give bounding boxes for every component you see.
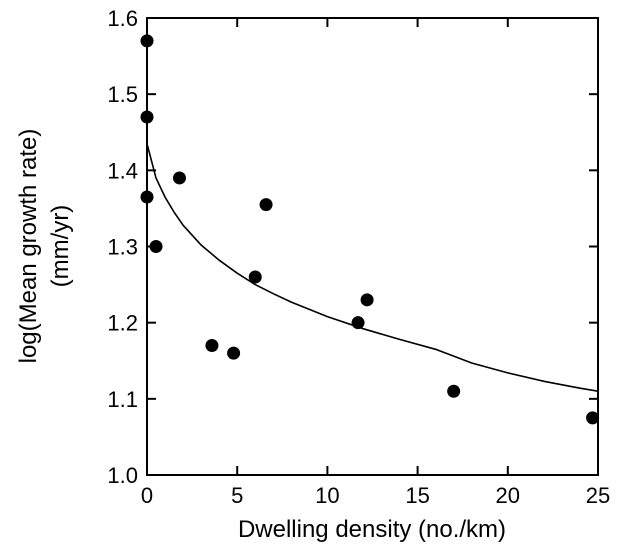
data-point	[140, 34, 154, 48]
y-tick-label: 1.2	[107, 311, 138, 336]
x-axis-label: Dwelling density (no./km)	[238, 516, 506, 543]
x-tick-label: 15	[405, 483, 429, 508]
y-tick-label: 1.1	[107, 387, 138, 412]
data-point	[259, 198, 273, 212]
y-tick-label: 1.0	[107, 463, 138, 488]
data-point	[360, 293, 374, 307]
data-point	[140, 190, 154, 204]
x-axis: 0 5 10 15 20 25	[141, 18, 610, 508]
x-tick-label: 25	[586, 483, 610, 508]
y-tick-label: 1.6	[107, 6, 138, 31]
data-points	[140, 34, 600, 425]
x-tick-label: 10	[315, 483, 339, 508]
data-point	[149, 240, 163, 253]
data-point	[172, 171, 186, 185]
plot-frame	[146, 17, 599, 476]
data-point	[447, 384, 461, 398]
y-tick-label: 1.3	[107, 235, 138, 260]
x-tick-label: 20	[496, 483, 520, 508]
y-axis-label-line1: log(Mean growth rate)	[15, 129, 42, 364]
data-point	[248, 270, 262, 284]
data-point	[586, 411, 600, 425]
x-tick-label: 0	[141, 483, 153, 508]
y-tick-label: 1.4	[107, 158, 138, 183]
data-point	[227, 346, 241, 360]
fit-curve	[146, 143, 599, 392]
data-point	[351, 316, 365, 330]
y-axis-label-line2: (mm/yr)	[47, 205, 74, 288]
data-point	[140, 110, 154, 124]
y-tick-label: 1.5	[107, 82, 138, 107]
data-point	[205, 339, 219, 353]
y-axis: 1.0 1.1 1.2 1.3 1.4 1.5 1.6	[107, 6, 598, 488]
x-tick-label: 5	[231, 483, 243, 508]
